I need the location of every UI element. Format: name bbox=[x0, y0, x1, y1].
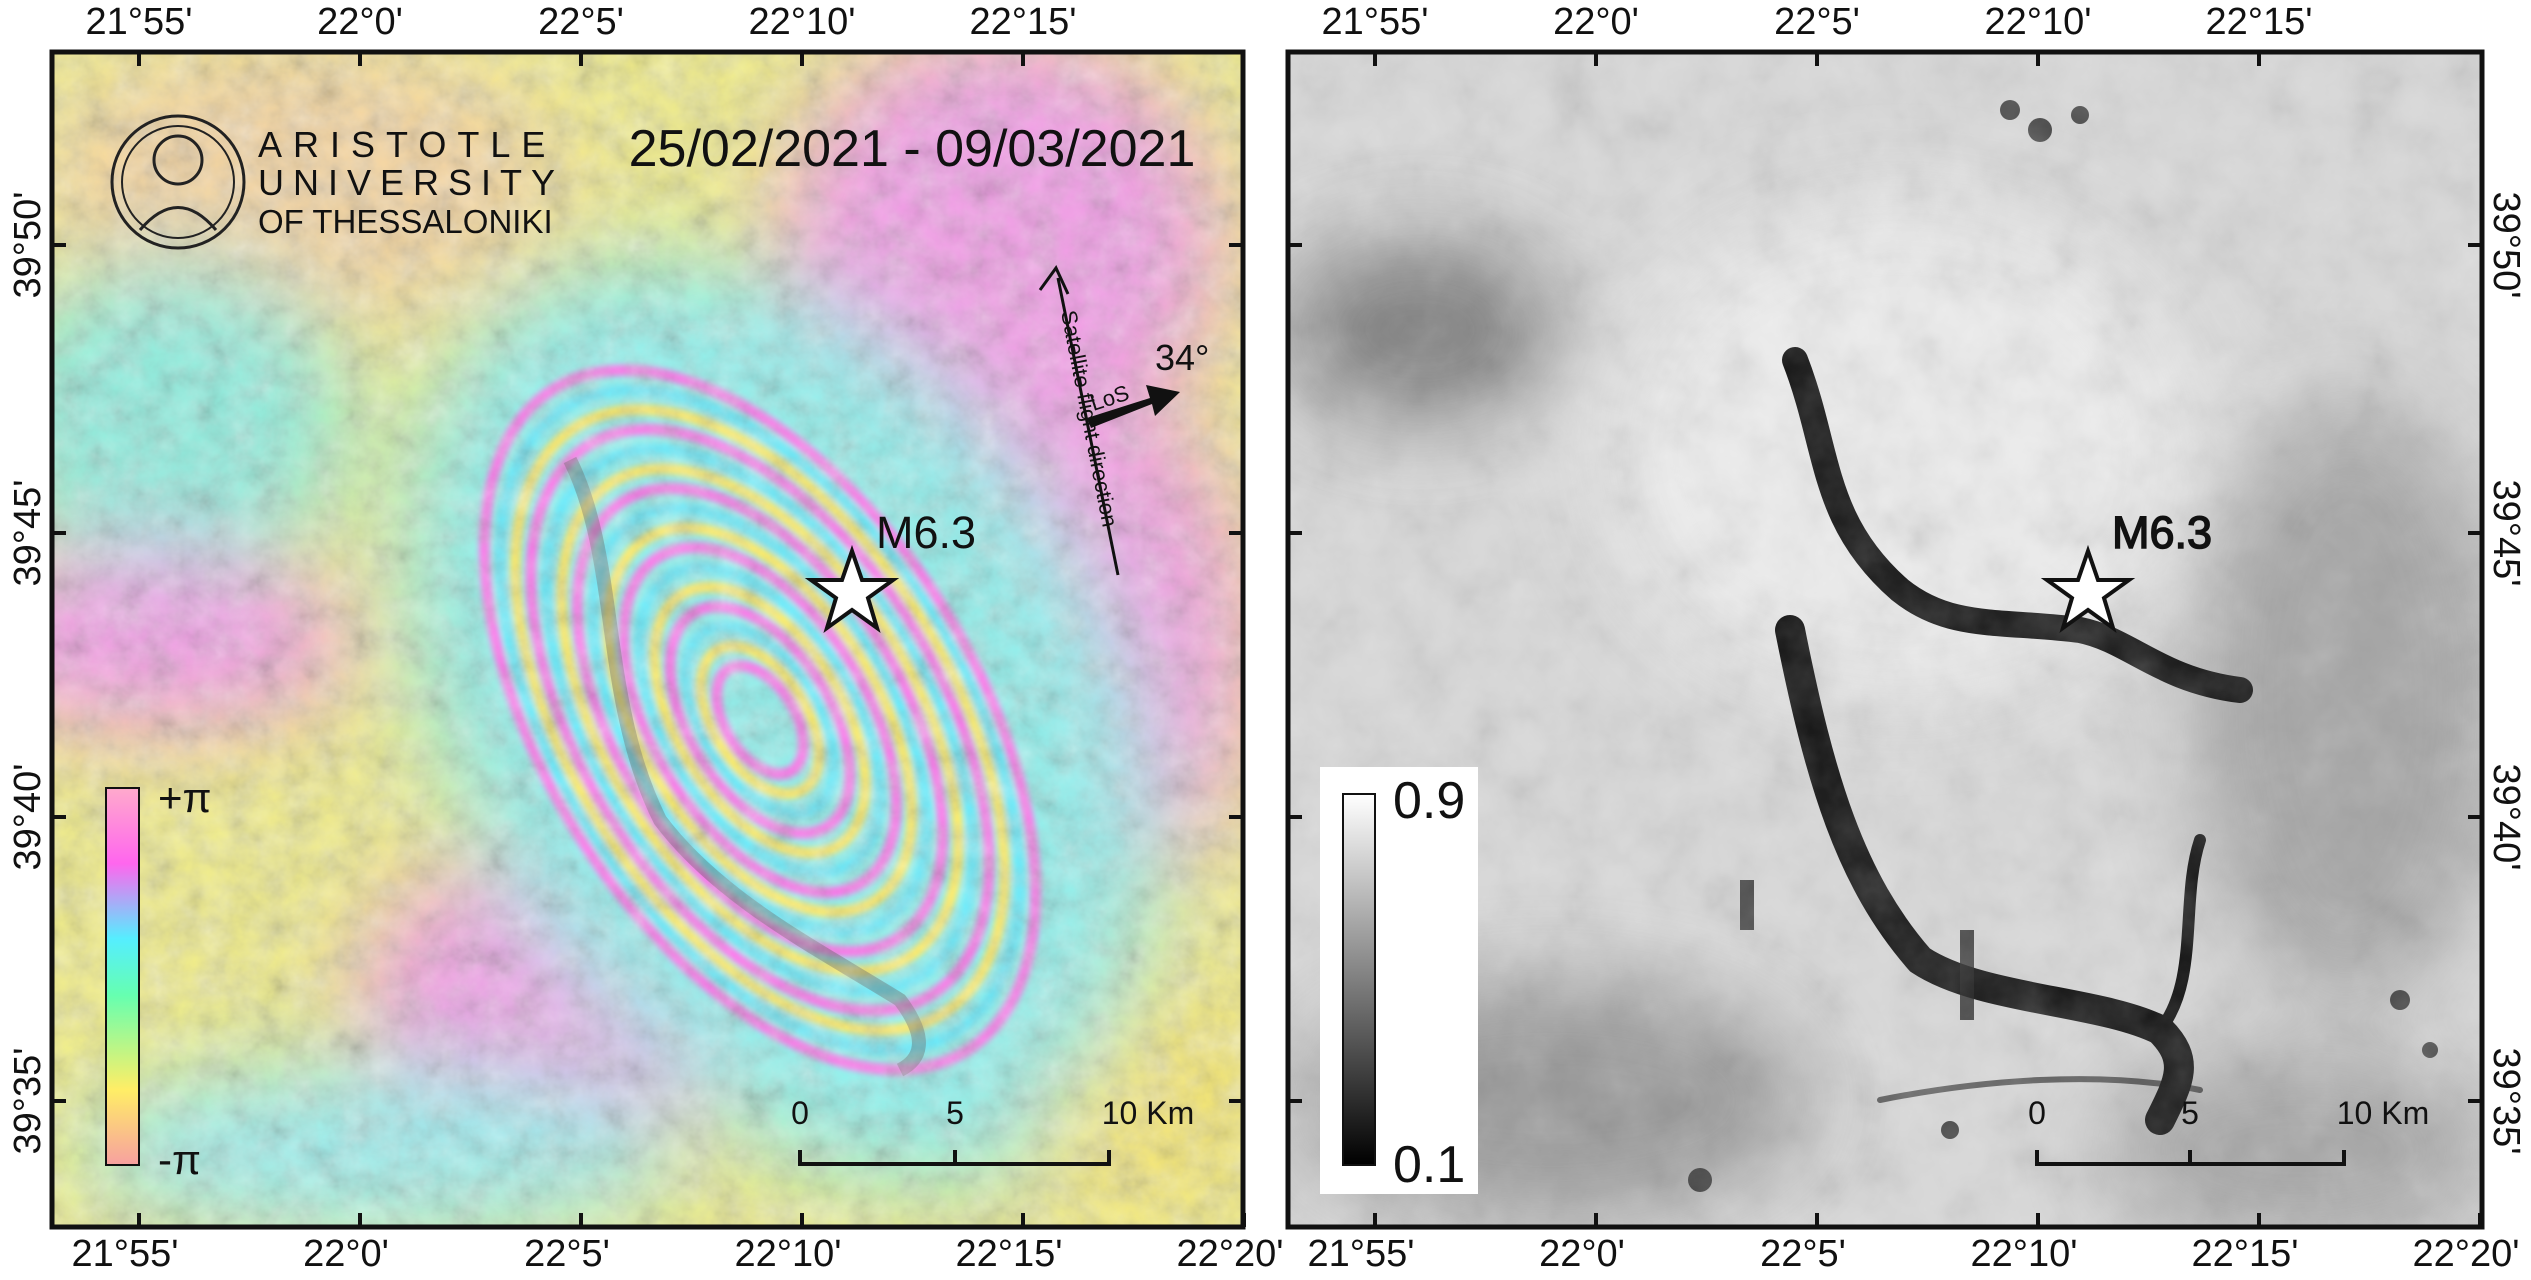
logo-text: ARISTOTLE bbox=[258, 124, 556, 165]
logo-text: OF THESSALONIKI bbox=[258, 203, 553, 240]
latitude-label: 39°45' bbox=[7, 480, 49, 587]
epicenter-star bbox=[804, 544, 900, 634]
scale-label: 10 Km bbox=[2337, 1095, 2429, 1131]
color-bar bbox=[1342, 793, 1376, 1166]
latitude-label: 39°50' bbox=[7, 192, 49, 299]
logo-text: UNIVERSITY bbox=[258, 162, 564, 203]
latitude-label: 39°35' bbox=[7, 1048, 49, 1155]
color-bar-min: 0.1 bbox=[1393, 1136, 1465, 1194]
latitude-label: 39°40' bbox=[2485, 764, 2527, 871]
longitude-label: 22°5' bbox=[1760, 1233, 1846, 1275]
color-bar-max: 0.9 bbox=[1393, 772, 1465, 830]
scale-bar bbox=[798, 1150, 1111, 1166]
color-bar bbox=[105, 787, 140, 1166]
longitude-label: 22°15' bbox=[970, 1, 1077, 43]
longitude-label: 22°5' bbox=[524, 1233, 610, 1275]
scale-bar bbox=[2035, 1150, 2346, 1166]
longitude-label: 22°0' bbox=[317, 1, 403, 43]
longitude-label: 22°0' bbox=[1553, 1, 1639, 43]
latitude-label: 39°40' bbox=[7, 764, 49, 871]
latitude-label: 39°35' bbox=[2485, 1048, 2527, 1155]
latitude-label: 39°45' bbox=[2485, 480, 2527, 587]
frame bbox=[1285, 49, 2485, 1230]
longitude-label: 22°10' bbox=[749, 1, 856, 43]
longitude-label: 22°15' bbox=[2192, 1233, 2299, 1275]
flight-arrow bbox=[1038, 265, 1180, 576]
longitude-label: 22°10' bbox=[735, 1233, 842, 1275]
frame bbox=[49, 49, 1246, 1230]
date-range: 25/02/2021 - 09/03/2021 bbox=[629, 120, 1196, 178]
color-bar-max: +π bbox=[158, 774, 212, 821]
latitude-label: 39°50' bbox=[2485, 192, 2527, 299]
longitude-label: 22°10' bbox=[1971, 1233, 2078, 1275]
longitude-label: 22°20' bbox=[1177, 1233, 1284, 1275]
longitude-label: 22°15' bbox=[956, 1233, 1063, 1275]
longitude-label: 22°10' bbox=[1985, 1, 2092, 43]
longitude-label: 22°15' bbox=[2206, 1, 2313, 43]
interferogram-image bbox=[52, 52, 1243, 1227]
color-bar-min: -π bbox=[158, 1136, 201, 1183]
longitude-label: 22°5' bbox=[1774, 1, 1860, 43]
longitude-label: 22°0' bbox=[303, 1233, 389, 1275]
longitude-label: 21°55' bbox=[86, 1, 193, 43]
scale-label: 0 bbox=[791, 1095, 809, 1131]
university-logo bbox=[110, 114, 246, 250]
coherence-image bbox=[1288, 52, 2482, 1227]
longitude-label: 21°55' bbox=[1308, 1233, 1415, 1275]
scale-label: 5 bbox=[946, 1095, 964, 1131]
epicenter-star bbox=[2040, 544, 2136, 634]
longitude-label: 21°55' bbox=[1322, 1, 1429, 43]
scale-label: 10 Km bbox=[1102, 1095, 1194, 1131]
scale-label: 5 bbox=[2181, 1095, 2199, 1131]
longitude-label: 22°20' bbox=[2413, 1233, 2520, 1275]
scale-label: 0 bbox=[2028, 1095, 2046, 1131]
epicenter-label: M6.3 bbox=[876, 507, 976, 558]
longitude-label: 22°0' bbox=[1539, 1233, 1625, 1275]
longitude-label: 21°55' bbox=[72, 1233, 179, 1275]
incidence-label: 34° bbox=[1155, 337, 1209, 378]
epicenter-label: M6.3 bbox=[2112, 507, 2212, 558]
longitude-label: 22°5' bbox=[538, 1, 624, 43]
